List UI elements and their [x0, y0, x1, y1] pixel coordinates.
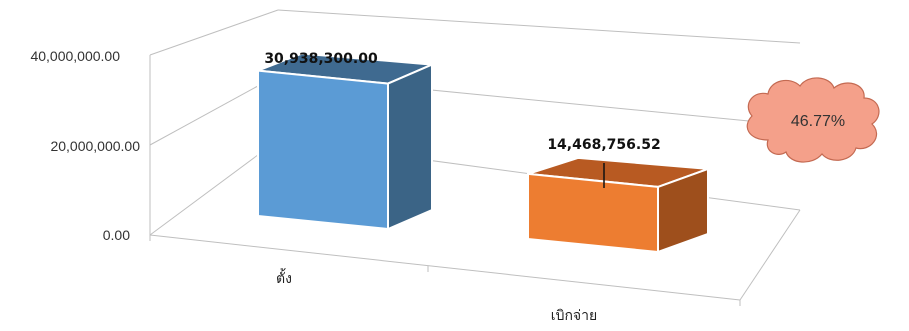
bar-2 — [527, 156, 709, 254]
side-top-edge — [149, 9, 279, 56]
y-tick-labels: 0.00 20,000,000.00 40,000,000.00 — [30, 48, 140, 243]
data-label-1: 30,938,300.00 — [264, 51, 378, 67]
category-label-2: เบิกจ่าย — [551, 308, 597, 324]
cloud-shape — [746, 77, 880, 163]
gridline-top — [277, 9, 801, 44]
y-tick-label-0: 0.00 — [103, 227, 130, 243]
axes — [149, 9, 801, 306]
cloud-callout: 46.77% — [746, 77, 880, 163]
floor-right-edge — [739, 209, 801, 301]
bar-1 — [257, 52, 433, 231]
category-label-1: ตั้ง — [276, 268, 292, 287]
y-tick-label-2: 40,000,000.00 — [30, 48, 120, 64]
bar-2-front-face — [527, 172, 659, 254]
bar-1-front-face — [257, 69, 389, 231]
bar-1-side-face — [387, 63, 433, 231]
x-axis-floor — [149, 234, 741, 301]
side-mid-edge — [149, 74, 279, 146]
cloud-annotation-text: 46.77% — [791, 113, 845, 130]
data-label-2: 14,468,756.52 — [547, 137, 660, 153]
side-bottom-edge — [149, 139, 279, 236]
y-tick-label-1: 20,000,000.00 — [50, 138, 140, 154]
